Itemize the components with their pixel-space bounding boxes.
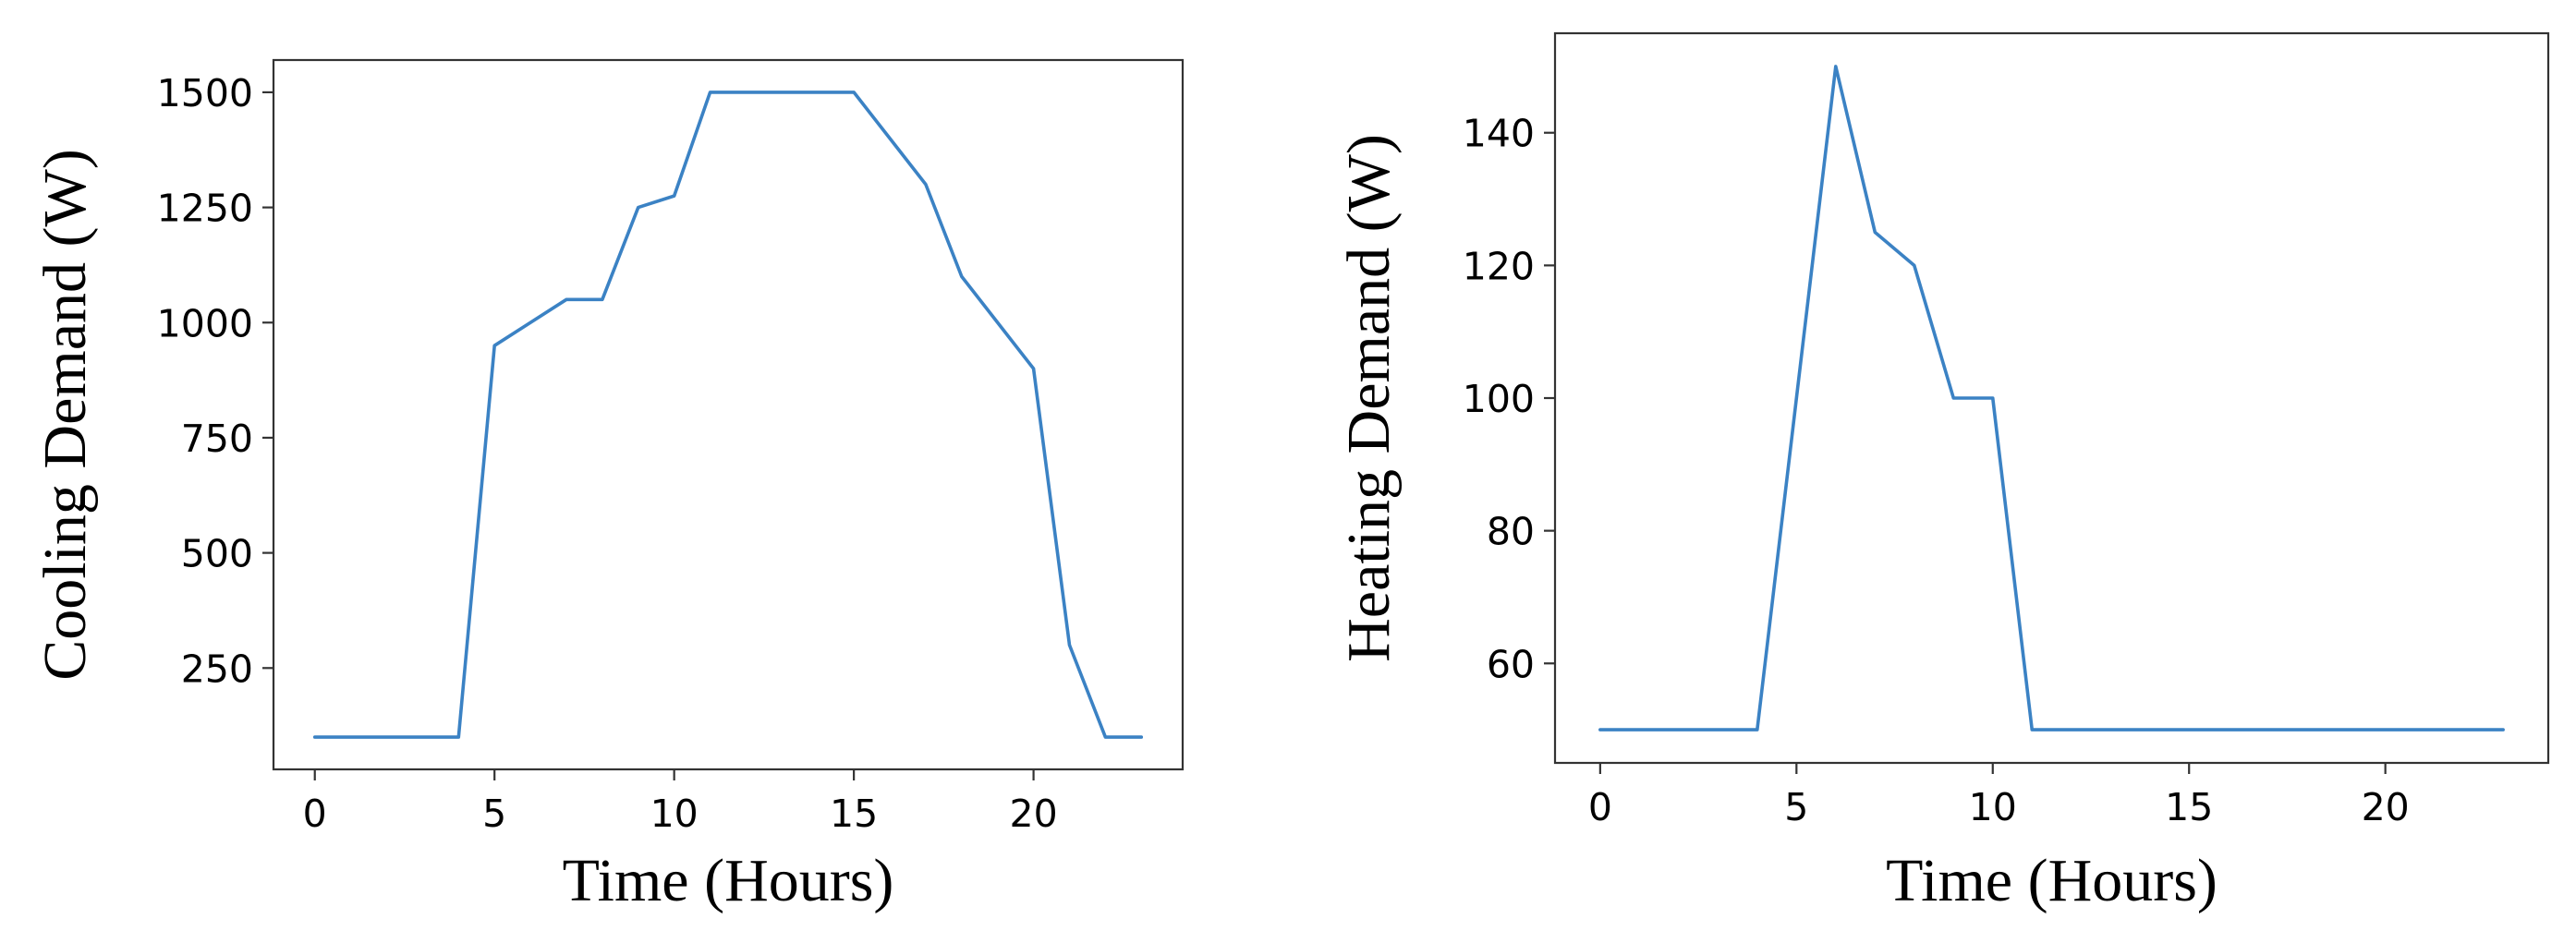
cooling-demand-chart: 0 5 10 15 20 250 500 750 1000 1250 1500 Time (Hours… (31, 58, 1185, 914)
x-tick-label: 15 (2165, 785, 2213, 829)
y-tick-label: 100 (1463, 377, 1535, 421)
y-tick-label: 1250 (157, 187, 253, 231)
y-tick-label: 750 (181, 417, 253, 461)
y-tick-label: 1500 (157, 71, 253, 115)
x-tick-label: 0 (303, 792, 327, 836)
y-tick-label: 1000 (157, 301, 253, 345)
x-tick-label: 10 (1969, 785, 2017, 829)
x-tick-label: 20 (1010, 792, 1058, 836)
y-axis-title: Heating Demand (W) (1335, 134, 1403, 662)
y-tick-label: 60 (1487, 642, 1535, 686)
x-tick-label: 5 (482, 792, 506, 836)
plot-frame (1553, 31, 2550, 765)
x-tick-label: 10 (650, 792, 699, 836)
x-tick-label: 20 (2362, 785, 2410, 829)
series-line (1598, 65, 2505, 731)
x-axis-title: Time (Hours) (563, 847, 894, 914)
y-tick-label: 120 (1463, 244, 1535, 288)
plot-frame (272, 58, 1185, 771)
y-axis-title: Cooling Demand (W) (31, 149, 99, 681)
x-tick-label: 0 (1588, 785, 1612, 829)
x-tick-label: 15 (830, 792, 878, 836)
x-axis-title: Time (Hours) (1886, 847, 2218, 914)
x-tick-label: 5 (1784, 785, 1808, 829)
y-tick-label: 250 (181, 647, 253, 691)
y-tick-label: 500 (181, 532, 253, 576)
heating-demand-chart: 0 5 10 15 20 60 80 100 120 140 Time (Hours) Heating… (1335, 31, 2550, 914)
y-tick-label: 80 (1487, 510, 1535, 554)
y-tick-label: 140 (1463, 112, 1535, 156)
series-line (312, 91, 1144, 739)
